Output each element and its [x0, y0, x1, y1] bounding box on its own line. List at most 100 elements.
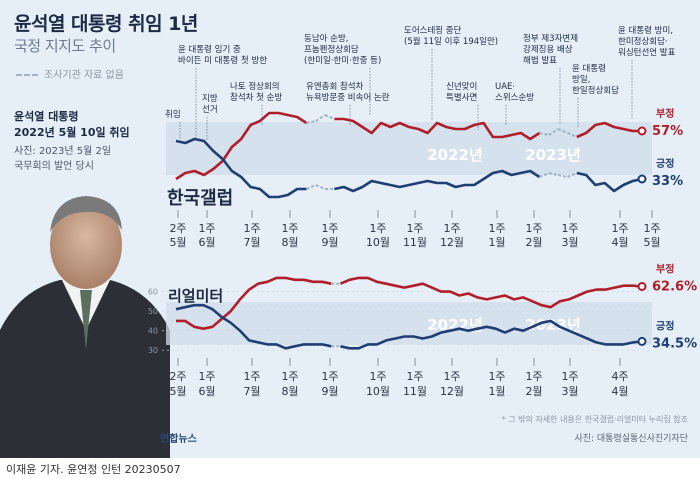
series-name-label: 부정: [656, 107, 674, 120]
x-tick-week: 1주: [525, 222, 542, 235]
event-annotation: 취임: [165, 109, 181, 120]
x-tick-month: 5월: [643, 236, 660, 249]
gap-segment: [567, 172, 578, 178]
gap-segment: [548, 172, 559, 176]
y-tick-label: 40: [148, 327, 158, 336]
event-annotation: 한일정상회담: [572, 85, 619, 96]
gap-segment: [567, 132, 578, 138]
x-tick-week: 4주: [611, 370, 628, 383]
event-annotation: UAE·: [495, 82, 515, 92]
series-name-label: 부정: [656, 262, 674, 275]
series-line-negative: [339, 276, 643, 309]
x-tick-month: 10월: [366, 236, 390, 249]
inauguration-date: 2022년 5월 10일 취임: [14, 126, 130, 139]
x-tick-week: 1주: [443, 222, 460, 235]
gap-segment: [306, 120, 317, 124]
footer: 이재윤 기자. 윤연정 인턴 20230507: [0, 458, 700, 479]
gap-segment: [557, 128, 568, 134]
series-line-positive: [576, 171, 643, 193]
y-tick-label: 30: [148, 346, 158, 355]
year-label: 2023년: [525, 146, 581, 164]
x-tick-month: 6월: [198, 236, 215, 249]
x-tick-month: 2월: [525, 385, 542, 398]
x-tick-month: 4월: [611, 236, 628, 249]
x-tick-week: 1주: [488, 222, 505, 235]
x-tick-month: 12월: [440, 236, 464, 249]
event-annotation: 신년맞이: [446, 81, 477, 92]
x-tick-week: 1주: [369, 370, 386, 383]
gap-segment: [557, 174, 568, 178]
x-tick-month: 7월: [243, 236, 260, 249]
end-marker: [637, 174, 647, 184]
event-annotation: (한미일·한미·한중 등): [304, 56, 381, 66]
event-annotation: 나토 정상회의: [230, 81, 280, 92]
gap-segment: [315, 184, 326, 190]
source-label: 한국갤럽: [167, 188, 233, 209]
year-label: 2022년: [427, 316, 483, 334]
event-annotation: 해법 발표: [523, 55, 557, 66]
event-annotation: 한미정상회담·: [618, 36, 668, 47]
x-tick-week: 1주: [561, 370, 578, 383]
x-tick-month: 5월: [169, 385, 186, 398]
series-line-negative: [576, 121, 642, 139]
event-annotation: 방일,: [572, 74, 590, 85]
x-tick-month: 4월: [611, 385, 628, 398]
president-photo: [0, 196, 170, 458]
series-name-label: 긍정: [656, 319, 674, 332]
approval-charts: 2022년 2023년부정57%긍정33%한국갤럽2주5월1주6월1주7월1주8월…: [148, 25, 697, 398]
agency-logo: 연합뉴스: [160, 434, 197, 445]
x-tick-week: 1주: [525, 370, 542, 383]
x-tick-week: 1주: [406, 222, 423, 235]
dashed-legend-swatch: [16, 74, 38, 76]
page-title: 윤석열 대통령 취임 1년: [14, 13, 198, 35]
year-label: 2022년: [427, 146, 483, 164]
x-tick-week: 1주: [406, 370, 423, 383]
x-tick-week: 2주: [169, 370, 186, 383]
final-value-label: 34.5%: [652, 336, 697, 351]
x-tick-week: 2주: [169, 222, 186, 235]
credit-line: 이재윤 기자. 윤연정 인턴 20230507: [6, 463, 181, 476]
event-annotation: 참석차 첫 순방: [230, 92, 283, 103]
event-annotation: 지방: [202, 93, 218, 104]
x-tick-month: 8월: [281, 385, 298, 398]
photo-caption-line2: 국무회의 발언 당시: [14, 161, 94, 172]
x-tick-week: 1주: [321, 222, 338, 235]
x-tick-month: 10월: [366, 385, 390, 398]
event-annotation: 워싱턴선언 발표: [618, 47, 676, 58]
series-line-positive: [175, 303, 332, 350]
source-label: 리얼미터: [168, 287, 223, 305]
x-tick-week: 1주: [198, 222, 215, 235]
event-annotation: (5월 11일 이후 194일만): [404, 36, 498, 47]
infographic-card: 윤석열 대통령 취임 1년 국정 지지도 추이 조사기관 자료 없음 윤석열 대…: [0, 0, 700, 458]
series-line-positive: [334, 169, 541, 193]
gap-segment: [539, 132, 550, 136]
final-value-label: 62.6%: [652, 279, 697, 294]
dashed-legend-label: 조사기관 자료 없음: [44, 70, 124, 81]
series-line-positive: [340, 319, 643, 350]
x-tick-month: 1월: [488, 385, 505, 398]
x-tick-month: 6월: [198, 385, 215, 398]
gap-segment: [306, 184, 317, 190]
end-marker: [637, 126, 647, 136]
x-tick-week: 1주: [243, 222, 260, 235]
page-subtitle: 국정 지지도 추이: [14, 37, 116, 55]
x-tick-week: 1주: [488, 370, 505, 383]
event-annotation: 도어스테핑 중단: [404, 25, 462, 36]
event-annotation: 정부 제3자변제: [523, 33, 578, 44]
event-annotation: 뉴욕방문중 비속어 논란: [306, 92, 390, 103]
event-annotation: 특별사면: [446, 92, 477, 103]
photo-caption-line1: 사진: 2023년 5월 2일: [14, 146, 112, 157]
event-annotation: 프놈펜정상회담: [304, 44, 359, 55]
x-tick-week: 1주: [198, 370, 215, 383]
series-line-positive: [175, 137, 307, 199]
x-tick-month: 3월: [561, 385, 578, 398]
y-tick-label: 60: [148, 288, 158, 297]
x-tick-month: 1월: [488, 236, 505, 249]
series-line-negative: [175, 111, 308, 181]
x-tick-week: 1주: [643, 222, 660, 235]
x-tick-week: 1주: [561, 222, 578, 235]
gap-segment: [324, 114, 335, 120]
x-tick-week: 1주: [243, 370, 260, 383]
end-marker: [637, 281, 647, 291]
x-tick-month: 3월: [561, 236, 578, 249]
